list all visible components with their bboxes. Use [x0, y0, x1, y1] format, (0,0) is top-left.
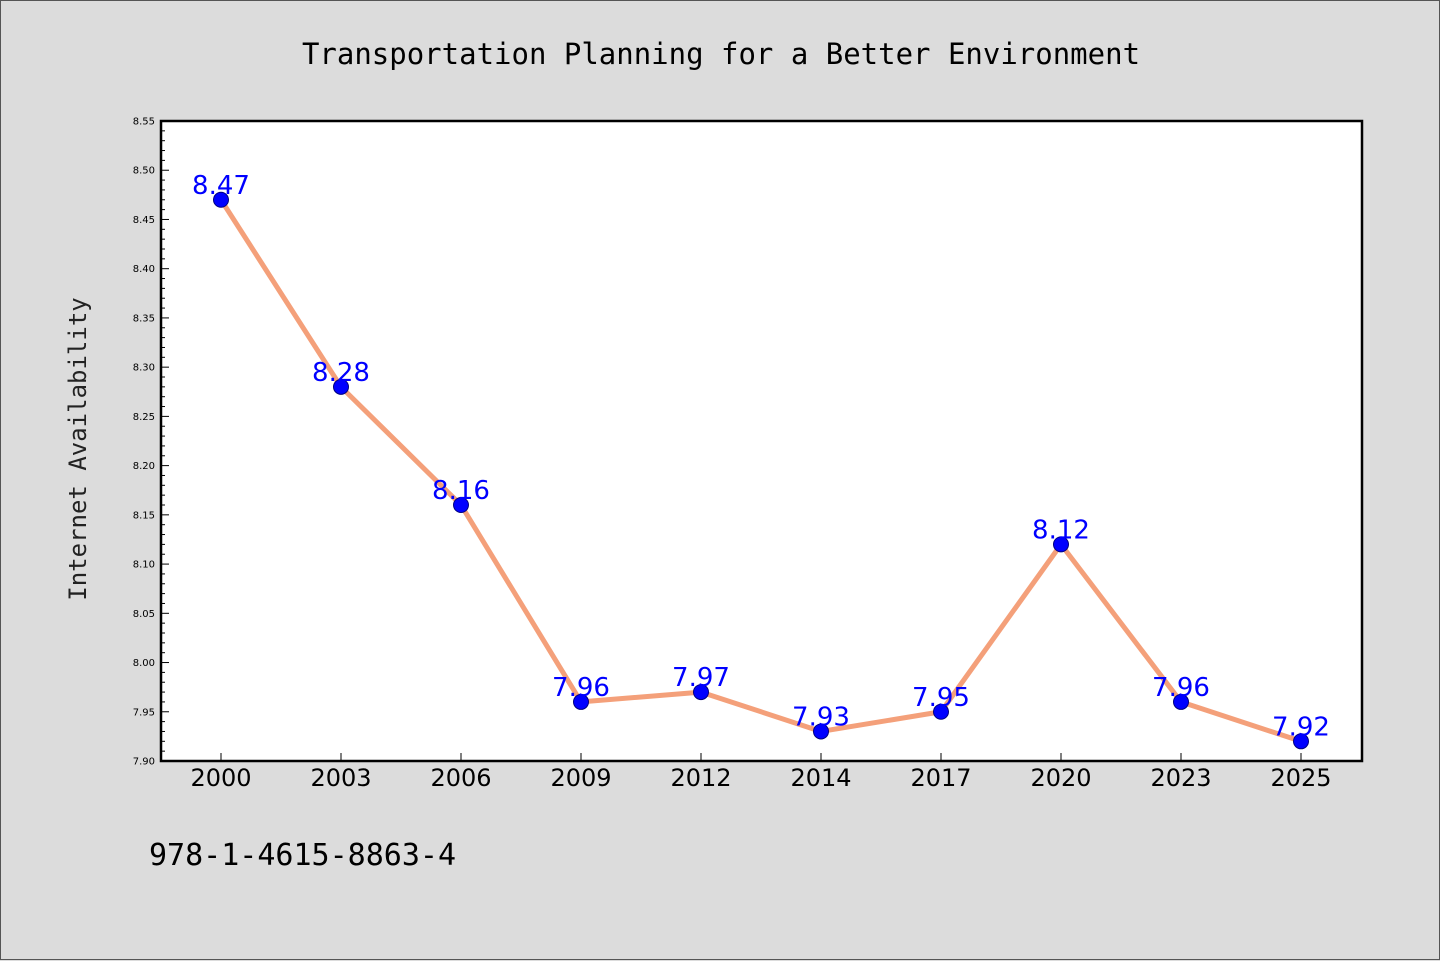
data-label: 7.93	[792, 702, 850, 732]
y-tick-label: 8.55	[133, 117, 155, 128]
data-label: 7.96	[552, 673, 610, 703]
data-point-marker	[933, 703, 949, 720]
data-label: 8.12	[1032, 515, 1090, 545]
y-tick-label: 8.10	[133, 560, 155, 571]
footer-isbn: 978-1-4615-8863-4	[149, 838, 456, 873]
y-tick-label: 8.40	[133, 264, 155, 275]
plot-frame	[159, 119, 1364, 763]
y-axis-label: Internet Availability	[64, 297, 92, 600]
y-tick-label: 7.90	[133, 757, 155, 768]
data-point-marker	[213, 191, 229, 208]
y-tick-label: 8.15	[133, 510, 155, 521]
data-point-marker	[1293, 733, 1309, 750]
x-tick-label: 2023	[1150, 764, 1211, 792]
x-axis: 2000 2003 2006 2009 2012 2014 2017 2020 2023 2025	[190, 753, 1332, 792]
y-tick-label: 8.30	[133, 363, 155, 374]
y-tick-label: 8.20	[133, 461, 155, 472]
data-label: 7.96	[1152, 673, 1210, 703]
data-point-marker	[813, 723, 829, 740]
x-tick-label: 2006	[430, 764, 491, 792]
x-tick-label: 2014	[790, 764, 851, 792]
data-point-marker	[573, 693, 589, 710]
data-label: 7.92	[1272, 712, 1330, 742]
data-label: 8.47	[192, 171, 250, 201]
data-point-marker	[453, 497, 469, 513]
data-label: 8.28	[312, 358, 370, 388]
data-labels: 8.47 8.28 8.16 7.96 7.97 7.93 7.95 8.12 7.96 7.92	[192, 171, 1330, 743]
data-label: 7.95	[912, 683, 970, 713]
x-tick-label: 2020	[1030, 764, 1091, 792]
data-point-marker	[693, 684, 709, 701]
y-tick-label: 8.50	[133, 166, 155, 177]
data-point-marker	[333, 378, 349, 395]
data-point-marker	[1173, 693, 1189, 710]
x-tick-label: 2000	[190, 764, 251, 792]
x-tick-label: 2003	[310, 764, 371, 792]
plot-area	[161, 121, 1362, 761]
series-line	[218, 197, 1304, 744]
x-tick-label: 2025	[1270, 764, 1331, 792]
y-tick-label: 7.95	[133, 707, 155, 718]
y-tick-label: 8.35	[133, 313, 155, 324]
y-tick-label: 8.25	[133, 412, 155, 423]
data-label: 7.97	[672, 663, 730, 693]
data-label: 8.16	[432, 476, 490, 506]
x-tick-label: 2012	[670, 764, 731, 792]
y-tick-label: 8.05	[133, 609, 155, 620]
series-group	[213, 191, 1309, 750]
y-tick-label: 8.45	[133, 215, 155, 226]
y-tick-label: 8.00	[133, 658, 155, 669]
x-tick-label: 2017	[910, 764, 971, 792]
x-tick-label: 2009	[550, 764, 611, 792]
chart-title: Transportation Planning for a Better Env…	[302, 37, 1140, 71]
data-point-marker	[1053, 536, 1069, 553]
